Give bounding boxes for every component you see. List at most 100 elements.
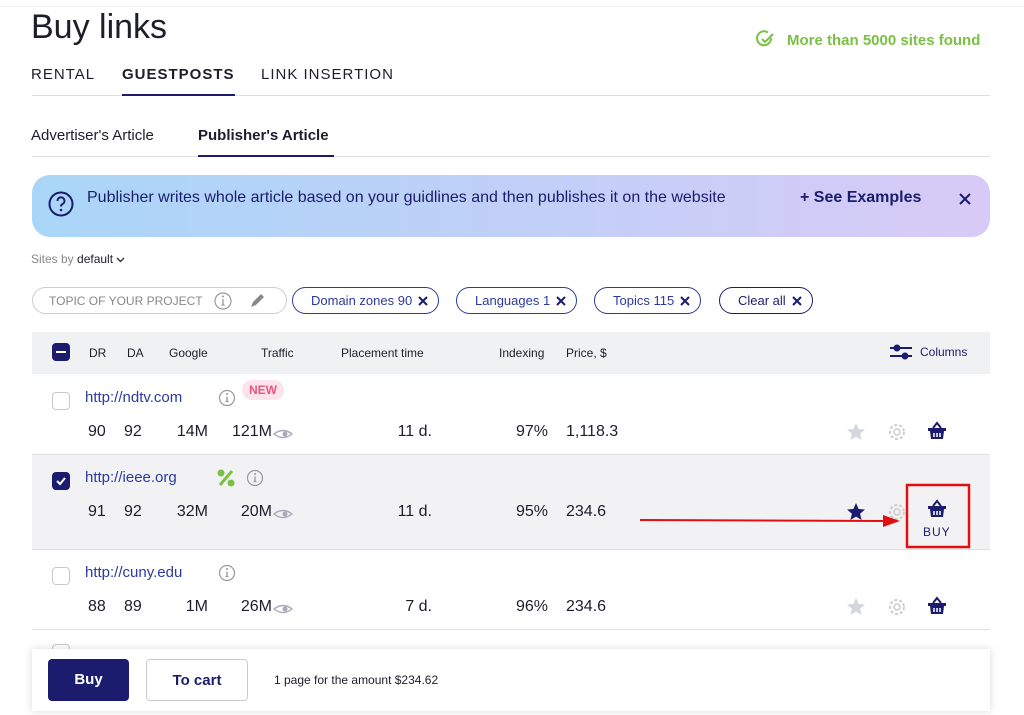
favorite-star[interactable] — [846, 597, 866, 622]
filter-chip[interactable]: Domain zones 90 — [292, 287, 440, 314]
price-value: 234.6 — [566, 503, 607, 520]
traffic-value: 121M — [231, 423, 272, 440]
sort-label: Sites by default — [31, 252, 125, 266]
filter-chip[interactable]: Languages 1 — [456, 287, 578, 314]
google-value: 32M — [176, 503, 208, 520]
divider — [32, 156, 990, 157]
col-header[interactable]: DA — [127, 346, 144, 360]
col-header[interactable]: Google — [169, 346, 208, 360]
basket-button[interactable] — [926, 499, 948, 524]
status-icon — [887, 502, 907, 527]
row-checkbox[interactable] — [52, 472, 70, 490]
da-value: 92 — [124, 423, 142, 440]
site-url[interactable]: http://ndtv.com — [85, 389, 183, 406]
topic-placeholder: TOPIC OF YOUR PROJECT — [49, 294, 203, 308]
col-header[interactable]: DR — [89, 346, 107, 360]
select-all[interactable] — [52, 343, 70, 361]
site-url[interactable]: http://cuny.edu — [85, 564, 183, 581]
col-header[interactable]: Price, $ — [566, 346, 607, 360]
tab[interactable]: LINK INSERTION — [261, 66, 394, 83]
da-value: 92 — [124, 503, 142, 520]
columns-button[interactable]: Columns — [920, 345, 968, 359]
traffic-icon — [272, 507, 294, 525]
basket-button[interactable] — [926, 596, 948, 621]
dr-value: 88 — [88, 598, 106, 615]
help-icon — [48, 191, 74, 217]
indexing-value: 95% — [515, 503, 548, 520]
sort-value[interactable]: default — [77, 252, 114, 266]
table-row: http://cuny.edu 88 89 1M 26M 7 d. 96% 234.6 — [32, 550, 990, 630]
subtab-underline — [198, 155, 334, 157]
placement-value: 7 d. — [405, 598, 432, 615]
chip-x — [791, 296, 802, 306]
price-value: 234.6 — [566, 598, 607, 615]
partial-row — [32, 640, 990, 650]
basket-button[interactable] — [926, 421, 948, 446]
new-badge: NEW — [242, 380, 284, 400]
status-icon — [887, 597, 907, 622]
price-value: 1,118.3 — [566, 423, 619, 440]
da-value: 89 — [124, 598, 142, 615]
chip-x[interactable] — [418, 296, 428, 306]
subtab[interactable]: Advertiser's Article — [31, 127, 154, 144]
tab-underline — [122, 94, 235, 96]
divider — [32, 95, 990, 96]
buy-button[interactable]: Buy — [48, 659, 129, 701]
favorite-star[interactable] — [846, 502, 866, 527]
indexing-value: 96% — [515, 598, 548, 615]
edit-icon[interactable] — [248, 292, 266, 310]
google-value: 14M — [176, 423, 208, 440]
close-banner[interactable] — [958, 192, 972, 206]
info-icon — [218, 564, 236, 587]
banner-text: Publisher writes whole article based on … — [87, 189, 726, 206]
chip-label: Clear all — [738, 293, 786, 308]
info-icon — [218, 389, 236, 412]
traffic-icon — [272, 602, 294, 620]
traffic-value: 26M — [240, 598, 272, 615]
top-edge — [0, 6, 1024, 7]
sort-text: Sites by — [31, 252, 74, 266]
favorite-star[interactable] — [846, 422, 866, 447]
chip-x[interactable] — [680, 296, 690, 306]
google-value: 1M — [185, 598, 208, 615]
row-checkbox[interactable] — [52, 567, 70, 585]
chip-label: Domain zones 90 — [311, 293, 413, 308]
tab[interactable]: RENTAL — [31, 66, 96, 83]
info-banner: Publisher writes whole article based on … — [32, 175, 990, 237]
see-examples[interactable]: + See Examples — [800, 189, 922, 206]
footer-summary: 1 page for the amount $234.62 — [274, 673, 439, 687]
footer-bar: Buy To cart 1 page for the amount $234.6… — [32, 649, 990, 711]
placement-value: 11 d. — [397, 503, 432, 520]
col-header[interactable]: Indexing — [499, 346, 545, 360]
cart-button[interactable]: To cart — [146, 659, 248, 701]
indexing-value: 97% — [515, 423, 548, 440]
dr-value: 90 — [88, 423, 106, 440]
table-header: DR DA Google Traffic Placement time Inde… — [32, 332, 990, 374]
status-icon — [887, 422, 907, 447]
placement-value: 11 d. — [397, 423, 432, 440]
subtab-active[interactable]: Publisher's Article — [198, 127, 329, 144]
page-title: Buy links — [31, 8, 168, 46]
sites-found: More than 5000 sites found — [787, 32, 981, 49]
traffic-value: 20M — [240, 503, 272, 520]
site-url[interactable]: http://ieee.org — [85, 469, 177, 486]
columns-icon — [890, 344, 912, 360]
row-checkbox[interactable] — [52, 392, 70, 410]
table-row: http://ndtv.com NEW 90 92 14M 121M 11 d. 97% 1,1… — [32, 375, 990, 455]
topic-input[interactable]: TOPIC OF YOUR PROJECT — [32, 287, 287, 314]
info-icon — [246, 469, 264, 492]
check-icon — [756, 30, 774, 47]
col-header[interactable]: Traffic — [261, 346, 294, 360]
table-row: http://ieee.org 91 92 32M 20M 11 d. 95% 234.6 BU… — [32, 455, 990, 550]
dr-value: 91 — [88, 503, 106, 520]
filter-chip[interactable]: Topics 115 — [594, 287, 702, 314]
chip-label: Languages 1 — [475, 293, 551, 308]
traffic-icon — [272, 427, 294, 445]
buy-label: BUY — [923, 525, 951, 539]
col-header[interactable]: Placement time — [341, 346, 424, 360]
chip-x[interactable] — [556, 296, 566, 306]
info-icon — [214, 292, 232, 310]
tab-active[interactable]: GUESTPOSTS — [122, 66, 235, 83]
clear-all[interactable]: Clear all — [719, 287, 813, 314]
